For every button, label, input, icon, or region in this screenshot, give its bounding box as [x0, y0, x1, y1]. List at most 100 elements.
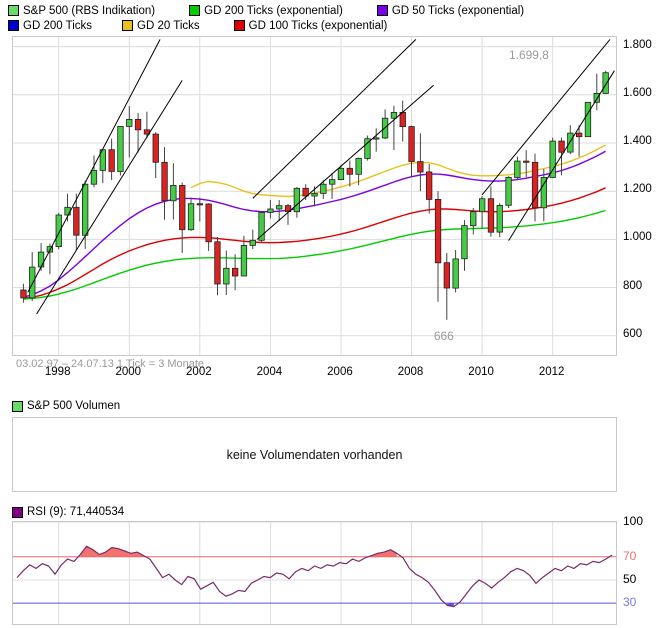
candle-body [417, 161, 424, 173]
trend-channel-line [27, 39, 161, 293]
trend-channel-line [256, 84, 434, 240]
rsi-line [16, 545, 613, 608]
candle-body [126, 119, 133, 127]
legend-row-2: GD 200 Ticks GD 20 Ticks GD 100 Ticks (e… [8, 18, 668, 33]
price-chart-panel[interactable] [12, 36, 617, 356]
candle-body [328, 179, 336, 185]
candle-body [425, 171, 433, 200]
candle-body [567, 132, 574, 153]
candle-body [55, 214, 62, 248]
candle-body [205, 203, 212, 243]
legend-label-gd100exp: GD 100 Ticks (exponential) [248, 19, 388, 32]
ma-line [23, 187, 606, 300]
candle-body [20, 289, 27, 299]
candle-body [373, 137, 380, 140]
candle-body [82, 183, 89, 236]
volume-chart-panel[interactable]: keine Volumendaten vorhanden [12, 417, 617, 492]
volume-panel-header[interactable]: S&P 500 Volumen [12, 399, 120, 413]
candle-body [399, 112, 406, 128]
candle-body [470, 211, 477, 227]
rsi-y-tick-label: 100 [623, 514, 644, 528]
candle-body [64, 206, 71, 216]
price-x-tick-label: 2004 [256, 366, 283, 378]
legend-swatch-gd200exp [189, 5, 201, 16]
legend-label-gd50exp: GD 50 Ticks (exponential) [391, 4, 525, 17]
rsi-y-tick-label: 50 [623, 571, 637, 586]
candle-body [179, 184, 186, 231]
candle-body [73, 206, 80, 236]
candle-body [443, 262, 451, 289]
candle-body [240, 244, 248, 277]
candle-body [258, 211, 265, 241]
candle-body [461, 225, 468, 260]
candle-body [434, 198, 442, 264]
candle-body [284, 205, 292, 213]
candle-body [549, 140, 556, 178]
legend-label-gd200: GD 200 Ticks [23, 19, 93, 32]
price-x-tick-label: 2010 [468, 366, 494, 378]
rsi-overbought-fill [80, 546, 613, 557]
candle-body [584, 101, 592, 138]
candle-body [390, 112, 398, 119]
candle-body [320, 183, 327, 194]
candle-body [37, 251, 45, 268]
candle-body [496, 204, 503, 233]
low-annotation: 666 [433, 328, 454, 343]
candle-body [170, 184, 177, 202]
candle-body [267, 208, 274, 213]
candle-body [231, 267, 239, 277]
candle-body [540, 176, 547, 209]
rsi-y-tick-label: 70 [623, 548, 637, 563]
rsi-chart-panel[interactable] [12, 521, 617, 625]
legend-row-1: S&P 500 (RBS Indikation) GD 200 Ticks (e… [8, 3, 668, 18]
trend-channel-line [36, 80, 183, 315]
candle-body [29, 266, 36, 299]
price-y-tick-label: 1.800 [623, 38, 652, 51]
legend-item-gd200[interactable]: GD 200 Ticks [8, 20, 92, 32]
price-y-tick-label: 1.200 [623, 183, 652, 196]
candle-body [108, 149, 115, 172]
volume-empty-message: keine Volumendaten vorhanden [226, 448, 403, 462]
price-y-tick-label: 1.400 [623, 135, 652, 147]
candle-body [593, 93, 600, 103]
rsi-panel-header[interactable]: RSI (9): 71,440534 [12, 505, 124, 519]
candle-body [576, 132, 583, 138]
price-chart-svg [13, 37, 616, 355]
legend-item-gd50exp[interactable]: GD 50 Ticks (exponential) [376, 4, 525, 17]
legend-item-gd20[interactable]: GD 20 Ticks [122, 20, 200, 32]
legend-item-sp500[interactable]: S&P 500 (RBS Indikation) [8, 5, 155, 17]
price-y-tick-label: 1.600 [623, 86, 652, 99]
candle-body [134, 119, 142, 131]
candle-body [408, 126, 415, 162]
candle-body [152, 133, 159, 163]
candle-body [276, 205, 283, 210]
price-x-tick-label: 2008 [397, 366, 424, 378]
rsi-legend-swatch [12, 506, 23, 518]
candle-body [223, 267, 230, 285]
legend-swatch-gd20 [122, 20, 134, 31]
price-y-tick-label: 1.000 [623, 231, 652, 244]
price-x-tick-label: 2012 [538, 366, 565, 378]
price-x-tick-label: 2002 [186, 366, 212, 378]
candle-body [337, 167, 345, 181]
candle-body [523, 160, 530, 163]
candle-body [514, 160, 521, 178]
rsi-chart-svg [13, 522, 616, 624]
chart-legend: S&P 500 (RBS Indikation) GD 200 Ticks (e… [8, 3, 668, 33]
candle-body [214, 241, 221, 285]
candle-body [196, 203, 204, 206]
legend-swatch-gd50exp [376, 5, 388, 16]
legend-item-gd100exp[interactable]: GD 100 Ticks (exponential) [233, 19, 388, 32]
price-y-tick-label: 800 [623, 279, 643, 292]
legend-label-gd20: GD 20 Ticks [137, 19, 200, 32]
volume-legend-swatch [12, 400, 23, 412]
legend-item-gd200exp[interactable]: GD 200 Ticks (exponential) [189, 5, 343, 17]
candle-body [452, 258, 459, 289]
candle-body [602, 72, 609, 94]
candle-body [90, 170, 98, 185]
candle-body [505, 176, 512, 206]
legend-swatch-sp500 [8, 5, 19, 16]
rsi-header-label: RSI (9): 71,440534 [27, 506, 125, 518]
rsi-y-tick-label: 30 [623, 595, 637, 610]
candle-body [364, 138, 371, 159]
